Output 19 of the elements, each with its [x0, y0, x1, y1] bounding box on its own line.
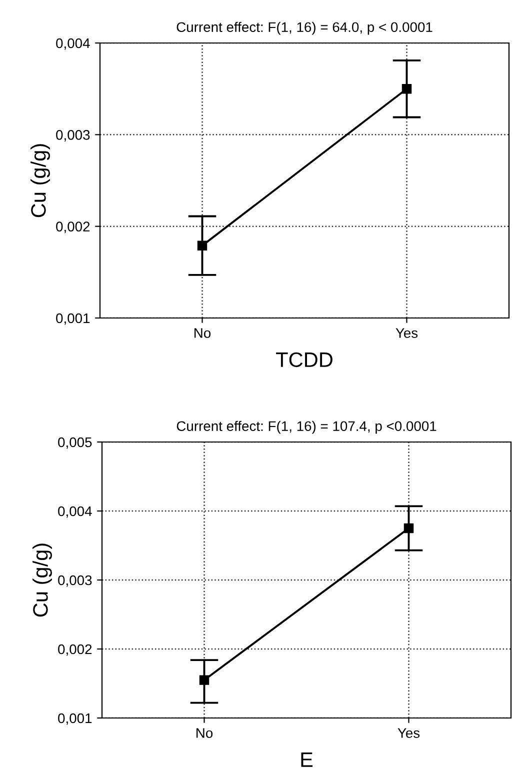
y-axis-title: Cu (g/g) — [32, 544, 52, 617]
chart-title: Current effect: F(1, 16) = 107.4, p <0.0001 — [176, 420, 436, 434]
y-tick-label: 0,002 — [58, 644, 92, 656]
x-axis-title: TCDD — [276, 352, 332, 368]
y-tick-label: 0,002 — [56, 222, 90, 234]
y-tick-label: 0,001 — [56, 313, 90, 325]
x-tick-label: No — [194, 328, 211, 338]
x-tick-label: Yes — [396, 328, 418, 338]
y-axis-title: Cu (g/g) — [30, 144, 50, 218]
y-tick-label: 0,005 — [58, 437, 92, 449]
x-axis-title: E — [301, 752, 313, 767]
y-tick-label: 0,001 — [58, 713, 92, 725]
y-tick-label: 0,003 — [56, 130, 90, 142]
x-tick-label: No — [196, 728, 213, 738]
y-tick-label: 0,003 — [58, 575, 92, 587]
x-tick-label: Yes — [398, 728, 420, 738]
y-tick-label: 0,004 — [58, 506, 92, 518]
chart-title: Current effect: F(1, 16) = 64.0, p < 0.0001 — [176, 22, 432, 35]
y-tick-label: 0,004 — [56, 38, 90, 50]
